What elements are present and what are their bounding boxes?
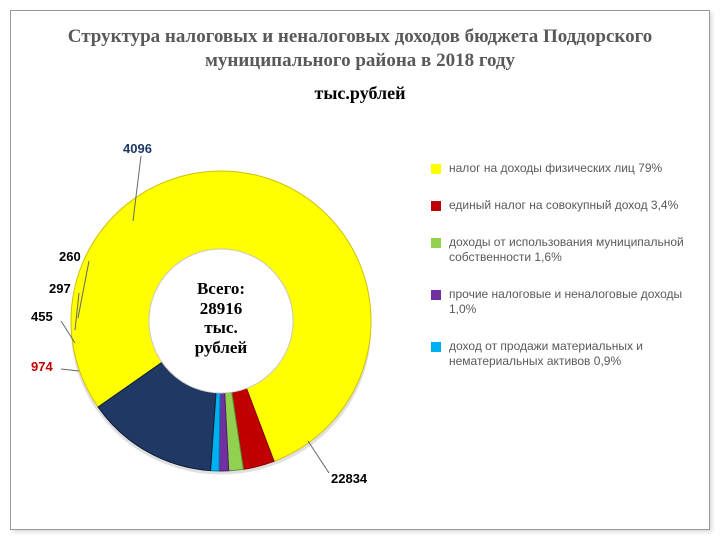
chart-subtitle: тыс.рублей <box>11 83 709 104</box>
legend-text: единый налог на совокупный доход 3,4% <box>449 198 678 213</box>
leader-line <box>308 441 329 473</box>
center-line3: тыс. <box>204 318 237 337</box>
data-label: 22834 <box>331 471 367 486</box>
legend-item: доходы от использования муниципальной со… <box>431 235 691 265</box>
legend-swatch <box>431 238 441 248</box>
data-label: 455 <box>31 309 53 324</box>
page-title: Структура налоговых и неналоговых доходо… <box>11 11 709 77</box>
center-total-label: Всего: 28916 тыс. рублей <box>195 279 247 357</box>
legend-text: доходы от использования муниципальной со… <box>449 235 691 265</box>
legend-text: прочие налоговые и неналоговые доходы 1,… <box>449 287 691 317</box>
legend-item: доход от продажи материальных и нематери… <box>431 339 691 369</box>
legend-item: прочие налоговые и неналоговые доходы 1,… <box>431 287 691 317</box>
donut-chart: Всего: 28916 тыс. рублей 22834 974 455 297 2… <box>31 131 411 511</box>
chart-frame: Структура налоговых и неналоговых доходо… <box>10 10 710 530</box>
legend-swatch <box>431 201 441 211</box>
legend-item: налог на доходы физических лиц 79% <box>431 161 691 176</box>
center-line1: Всего: <box>197 279 245 298</box>
data-label: 260 <box>59 249 81 264</box>
legend-swatch <box>431 290 441 300</box>
legend-text: доход от продажи материальных и нематери… <box>449 339 691 369</box>
center-line4: рублей <box>195 337 247 356</box>
legend: налог на доходы физических лиц 79% единый… <box>431 161 691 391</box>
legend-text: налог на доходы физических лиц 79% <box>449 161 662 176</box>
data-label: 297 <box>49 281 71 296</box>
legend-swatch <box>431 164 441 174</box>
data-label: 4096 <box>123 141 152 156</box>
center-line2: 28916 <box>200 298 243 317</box>
legend-swatch <box>431 342 441 352</box>
leader-line <box>61 369 79 371</box>
legend-item: единый налог на совокупный доход 3,4% <box>431 198 691 213</box>
data-label: 974 <box>31 359 53 374</box>
